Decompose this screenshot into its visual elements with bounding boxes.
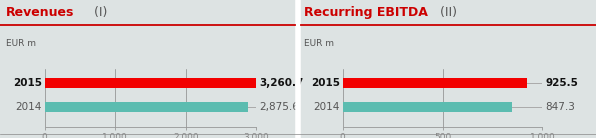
Text: (I): (I) <box>86 6 108 18</box>
Bar <box>45 102 247 112</box>
Text: 3,260.7: 3,260.7 <box>259 79 303 88</box>
Text: EUR m: EUR m <box>6 39 36 48</box>
Bar <box>343 79 527 88</box>
Bar <box>343 102 512 112</box>
Text: 2,875.6: 2,875.6 <box>259 102 299 112</box>
Text: 2015: 2015 <box>13 79 42 88</box>
Text: 2015: 2015 <box>311 79 340 88</box>
Bar <box>45 79 275 88</box>
Text: Recurring EBITDA: Recurring EBITDA <box>304 6 428 18</box>
Text: 2014: 2014 <box>313 102 340 112</box>
Text: 925.5: 925.5 <box>545 79 578 88</box>
Text: Revenues: Revenues <box>6 6 74 18</box>
Text: EUR m: EUR m <box>304 39 334 48</box>
Text: 2014: 2014 <box>15 102 42 112</box>
Text: 847.3: 847.3 <box>545 102 575 112</box>
Text: (II): (II) <box>432 6 457 18</box>
